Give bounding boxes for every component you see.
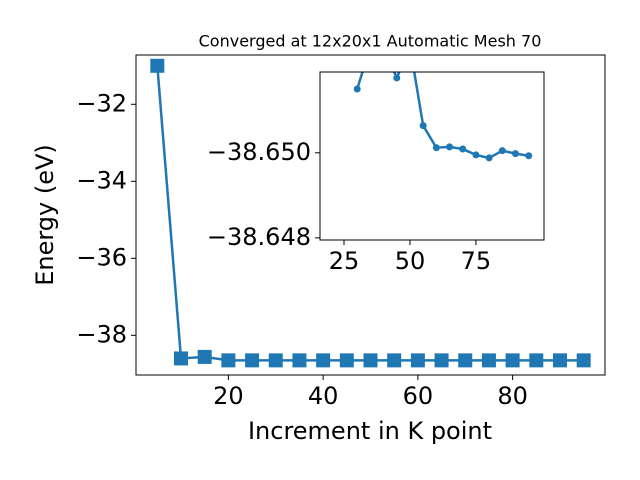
marker <box>458 353 473 368</box>
marker <box>459 145 467 153</box>
marker <box>552 353 567 368</box>
y-axis-label: Energy (eV) <box>31 144 59 286</box>
x-tick-label: 25 <box>329 247 360 275</box>
marker <box>292 353 307 368</box>
plot-group <box>150 58 591 368</box>
axes-frame <box>319 71 545 241</box>
marker <box>197 349 212 364</box>
x-tick-label: 75 <box>461 247 492 275</box>
marker <box>221 353 236 368</box>
marker <box>525 152 533 160</box>
x-axis-label: Increment in K point <box>248 417 492 445</box>
marker <box>387 353 402 368</box>
marker <box>419 122 427 130</box>
marker <box>339 353 354 368</box>
plot-group <box>353 72 533 162</box>
marker <box>150 58 165 73</box>
x-tick-label: 80 <box>497 382 528 410</box>
marker <box>353 85 361 93</box>
marker <box>410 353 425 368</box>
y-tick-label: −36 <box>76 243 127 271</box>
marker <box>472 151 480 159</box>
axes-frame <box>135 54 606 376</box>
marker <box>434 353 449 368</box>
marker <box>529 353 544 368</box>
x-tick-label: 40 <box>308 382 339 410</box>
chart-title: Converged at 12x20x1 Automatic Mesh 70 <box>199 32 542 51</box>
marker <box>485 154 493 162</box>
x-tick-label: 60 <box>403 382 434 410</box>
y-tick-label: −38.650 <box>207 138 311 166</box>
marker <box>432 144 440 152</box>
marker <box>576 353 591 368</box>
marker <box>245 353 260 368</box>
marker <box>481 353 496 368</box>
marker <box>498 147 506 155</box>
y-tick-label: −34 <box>76 166 127 194</box>
marker <box>316 353 331 368</box>
y-tick-label: −38 <box>76 320 127 348</box>
y-tick-label: −38.648 <box>207 223 311 251</box>
marker <box>363 353 378 368</box>
marker <box>446 143 454 151</box>
marker <box>393 74 401 82</box>
x-tick-label: 20 <box>213 382 244 410</box>
marker <box>505 353 520 368</box>
y-tick-label: −32 <box>76 89 127 117</box>
marker <box>512 150 520 158</box>
marker <box>268 353 283 368</box>
marker <box>174 351 189 366</box>
x-tick-label: 50 <box>395 247 426 275</box>
plot-area <box>320 72 544 240</box>
